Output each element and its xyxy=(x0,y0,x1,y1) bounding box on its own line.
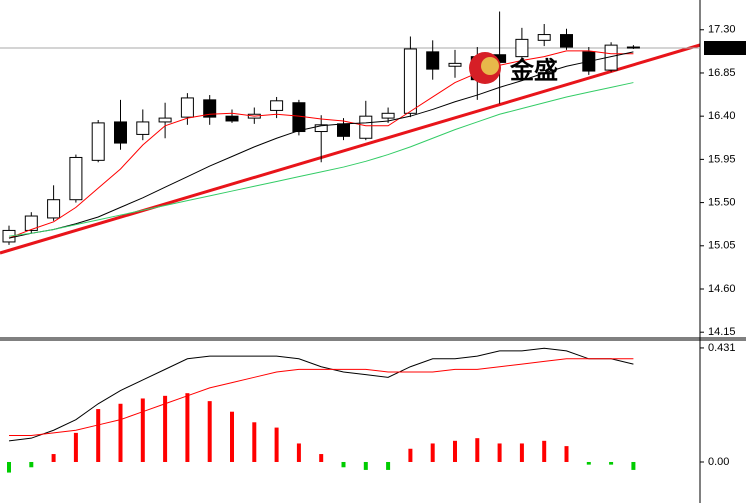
candle-body xyxy=(225,115,239,122)
candle-body xyxy=(314,124,328,133)
histogram-bar xyxy=(631,461,636,470)
candle-body xyxy=(426,51,440,70)
y-tick-label: 17.30 xyxy=(708,24,736,36)
candle-body xyxy=(337,123,350,137)
y-tick-label: 15.50 xyxy=(708,196,736,208)
histogram-bar xyxy=(564,446,569,462)
histogram-bar xyxy=(430,443,435,462)
histogram-bar xyxy=(118,403,123,462)
candle-body xyxy=(403,48,417,114)
histogram-bar xyxy=(230,411,234,462)
indicator-line xyxy=(9,358,634,437)
y-tick-label: 0.00 xyxy=(708,456,729,468)
indicator-line xyxy=(8,82,634,237)
y-tick-label: 15.05 xyxy=(708,240,736,252)
y-tick-label: 16.85 xyxy=(708,67,736,79)
candle-body xyxy=(136,121,150,135)
candle-body xyxy=(203,99,217,118)
candle-body xyxy=(537,34,551,41)
indicator-line xyxy=(8,51,634,239)
histogram-bar xyxy=(453,440,457,462)
watermark-logo: 金盛 xyxy=(469,52,558,84)
histogram-bar xyxy=(185,393,190,462)
trend-line xyxy=(0,43,701,255)
histogram-bar xyxy=(497,443,502,462)
histogram-bar xyxy=(207,401,212,462)
candle-body xyxy=(560,34,573,48)
histogram-bar xyxy=(140,398,145,462)
histogram-bar xyxy=(73,432,78,462)
y-tick-label: 14.15 xyxy=(708,326,736,338)
candle-body xyxy=(270,100,284,111)
y-tick-label: 15.95 xyxy=(708,153,736,165)
candle-body xyxy=(626,46,640,49)
candle-body xyxy=(114,121,127,144)
candle-body xyxy=(448,62,462,67)
indicator-line xyxy=(8,347,634,442)
candle-body xyxy=(180,97,194,118)
last-price-box xyxy=(704,41,746,56)
histogram-bar xyxy=(386,461,391,470)
histogram-bar xyxy=(7,461,11,473)
histogram-bar xyxy=(408,448,413,462)
histogram-bar xyxy=(341,461,346,468)
candle-body xyxy=(47,199,61,219)
candle-body xyxy=(158,117,172,123)
histogram-bar xyxy=(96,409,101,462)
candle-body xyxy=(24,215,38,231)
histogram-bar xyxy=(586,461,591,465)
candle-body xyxy=(359,115,373,139)
histogram-bar xyxy=(51,454,56,462)
candle-body xyxy=(91,122,105,161)
histogram-bar xyxy=(29,461,34,468)
histogram-bar xyxy=(542,440,547,462)
histogram-bar xyxy=(475,438,480,462)
y-tick-label: 0.431 xyxy=(708,342,736,354)
indicator-line xyxy=(8,50,634,239)
histogram-bar xyxy=(274,427,279,462)
watermark: 金盛 xyxy=(509,56,558,84)
y-tick-label: 14.60 xyxy=(708,283,736,295)
histogram-bar xyxy=(319,454,324,462)
candle-body xyxy=(69,156,83,201)
logo-inner xyxy=(481,57,499,75)
histogram-bar xyxy=(609,461,614,465)
histogram-bar xyxy=(163,395,168,462)
histogram-bar xyxy=(252,422,257,462)
candle-body xyxy=(515,38,529,58)
last-price-label: 17.11 xyxy=(708,42,735,54)
y-tick-label: 16.40 xyxy=(708,110,736,122)
candle-body xyxy=(381,112,395,119)
histogram-bar xyxy=(296,443,301,462)
histogram-bar xyxy=(519,443,524,462)
histogram-bar xyxy=(363,461,368,470)
